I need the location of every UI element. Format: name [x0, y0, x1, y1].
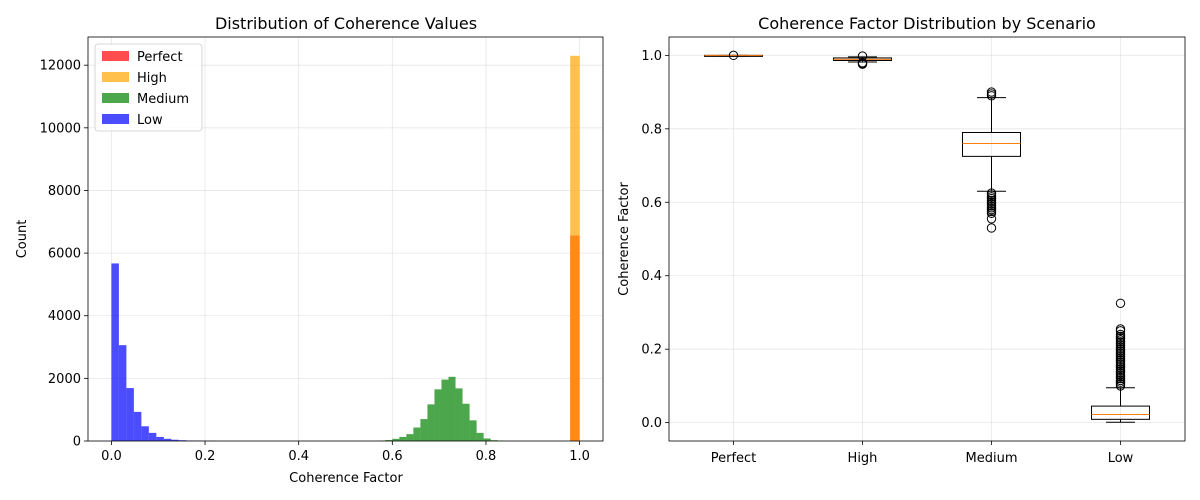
histogram-x-tick-label: 0.2 [195, 449, 216, 464]
histogram-y-tick-label: 10000 [40, 121, 81, 136]
histogram-x-tick-label: 0.0 [101, 449, 122, 464]
histogram-bar-low [163, 438, 172, 441]
histogram-y-tick-label: 4000 [48, 309, 81, 324]
legend-swatch-perfect [102, 51, 129, 61]
boxplot-y-ticks: 0.0 0.2 0.4 0.6 0.8 1.0 [641, 49, 669, 431]
legend-swatch-low [102, 114, 129, 124]
boxplot-plot-frame [668, 36, 1186, 442]
boxplot-y-label: Coherence Factor [617, 182, 632, 296]
histogram-bar-medium [469, 420, 477, 441]
histogram-x-tick-label: 0.6 [382, 449, 403, 464]
histogram-x-label: Coherence Factor [289, 471, 403, 486]
histogram-bar-medium [441, 379, 449, 441]
histogram-title: Distribution of Coherence Values [215, 14, 477, 33]
histogram-x-ticks: 0.0 0.2 0.4 0.6 0.8 1.0 [101, 441, 590, 464]
boxplot-y-tick-label: 1.0 [641, 49, 662, 64]
box-outlier [857, 58, 868, 68]
histogram-bar-low [148, 432, 157, 441]
box-outlier [1115, 324, 1126, 334]
legend-label-medium: Medium [137, 92, 189, 107]
histogram-legend: Perfect High Medium Low [94, 43, 203, 132]
histogram-y-tick-label: 12000 [40, 59, 81, 74]
box-outlier [1115, 329, 1126, 340]
histogram-bar-low [156, 436, 164, 441]
histogram-bar-low [126, 388, 134, 441]
histogram-bar-medium [455, 388, 463, 441]
boxplot-boxes [704, 50, 1150, 423]
histogram-bar-medium [399, 436, 407, 441]
histogram-x-tick-label: 0.4 [288, 449, 309, 464]
box-outlier [986, 223, 997, 233]
histogram-bars [111, 55, 580, 441]
histogram-series-low [111, 263, 217, 441]
boxplot-y-tick-label: 0.0 [641, 416, 662, 431]
boxplot-x-ticks: Perfect High Medium Low [711, 441, 1134, 466]
histogram-bar-medium [462, 403, 470, 441]
boxplot-x-tick-label-low: Low [1108, 451, 1134, 466]
histogram-bar-low [111, 263, 119, 441]
histogram-y-ticks: 0 2000 4000 6000 8000 10000 12000 [40, 59, 88, 450]
box-outlier [728, 50, 739, 61]
histogram-bar-medium [448, 376, 456, 441]
histogram-bar-low [171, 439, 179, 441]
histogram-y-tick-label: 8000 [48, 184, 81, 199]
box-outlier [857, 51, 868, 61]
histogram-bar-medium [434, 389, 442, 441]
histogram-bar-low [141, 426, 149, 441]
histogram-x-tick-label: 1.0 [569, 449, 590, 464]
histogram-bar-low [133, 411, 142, 441]
boxplot-title: Coherence Factor Distribution by Scenari… [758, 14, 1096, 33]
histogram-bar-medium [413, 427, 421, 441]
histogram-series-high [570, 55, 580, 441]
histogram-y-tick-label: 6000 [48, 247, 81, 262]
legend-frame [94, 43, 203, 132]
histogram-x-tick-label: 0.8 [476, 449, 497, 464]
histogram-panel: Distribution of Coherence Values 0.0 0.2 0… [15, 14, 604, 486]
legend-label-low: Low [137, 113, 163, 128]
box-outlier [986, 188, 997, 198]
boxplot-panel: Coherence Factor Distribution by Scenari… [617, 14, 1186, 466]
boxplot-y-tick-label: 0.4 [641, 269, 662, 284]
histogram-bar-high [570, 55, 580, 441]
box-low [1091, 298, 1150, 423]
histogram-y-label: Count [15, 220, 30, 259]
box-medium [962, 87, 1021, 233]
histogram-bar-medium [483, 438, 491, 441]
histogram-bar-medium [406, 434, 414, 441]
box-iqr [1091, 405, 1150, 420]
boxplot-y-tick-label: 0.6 [641, 196, 662, 211]
legend-swatch-high [102, 72, 129, 82]
boxplot-grid [669, 37, 1185, 441]
boxplot-x-tick-label-medium: Medium [966, 451, 1018, 466]
box-outlier [986, 214, 997, 224]
boxplot-y-tick-label: 0.8 [641, 122, 662, 137]
histogram-series-medium [378, 376, 505, 441]
histogram-bar-low [118, 345, 127, 441]
legend-swatch-medium [102, 93, 129, 103]
box-iqr [962, 131, 1021, 157]
histogram-bar-medium [420, 419, 428, 441]
boxplot-y-tick-label: 0.2 [641, 343, 662, 358]
histogram-y-tick-label: 2000 [48, 372, 81, 387]
box-outlier [986, 87, 997, 97]
box-outlier [1115, 298, 1126, 308]
legend-label-perfect: Perfect [137, 50, 183, 65]
histogram-bar-medium [392, 438, 400, 441]
box-perfect [704, 50, 763, 61]
boxplot-x-tick-label-high: High [848, 451, 878, 466]
boxplot-x-tick-label-perfect: Perfect [711, 451, 757, 466]
box-high [833, 51, 892, 69]
histogram-y-tick-label: 0 [73, 435, 81, 450]
histogram-plot-frame [87, 36, 604, 442]
histogram-bar-medium [427, 404, 435, 441]
histogram-bar-medium [385, 440, 393, 441]
histogram-bar-medium [476, 432, 484, 441]
legend-label-high: High [137, 71, 167, 86]
